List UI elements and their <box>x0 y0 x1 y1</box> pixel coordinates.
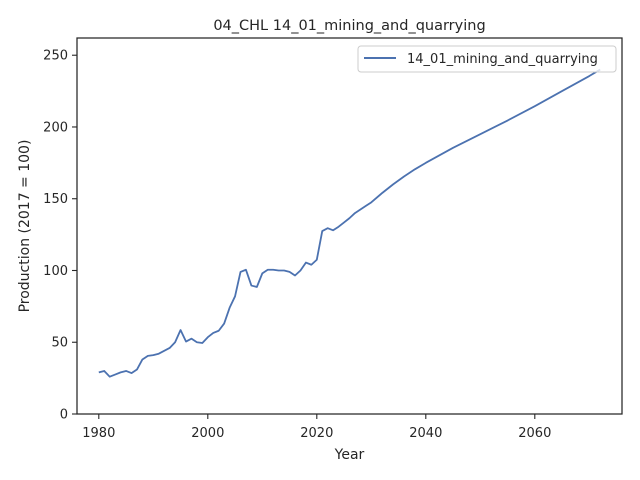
y-tick-label: 150 <box>43 192 68 207</box>
x-axis-label: Year <box>334 447 365 463</box>
x-tick-label: 2020 <box>300 426 333 441</box>
y-axis-ticks: 0 50 100 150 200 250 <box>43 49 77 423</box>
legend-box <box>357 45 617 73</box>
chart-title: 04_CHL 14_01_mining_and_quarrying <box>213 18 485 34</box>
plot-frame <box>76 37 623 415</box>
y-tick-label: 100 <box>43 264 68 279</box>
x-tick-label: 2060 <box>518 426 551 441</box>
legend-label: 14_01_mining_and_quarrying <box>407 52 598 67</box>
x-tick-label: 1980 <box>82 426 115 441</box>
legend: 14_01_mining_and_quarrying <box>357 45 617 73</box>
plot-area <box>98 68 601 378</box>
series-line <box>98 68 601 378</box>
y-tick-label: 50 <box>51 336 68 351</box>
x-tick-label: 2040 <box>409 426 442 441</box>
y-tick-label: 0 <box>60 408 68 423</box>
x-axis-ticks: 1980 2000 2020 2040 2060 <box>82 414 551 441</box>
y-tick-label: 200 <box>43 120 68 135</box>
y-axis-label: Production (2017 = 100) <box>17 140 33 313</box>
x-tick-label: 2000 <box>191 426 224 441</box>
y-tick-label: 250 <box>43 49 68 64</box>
